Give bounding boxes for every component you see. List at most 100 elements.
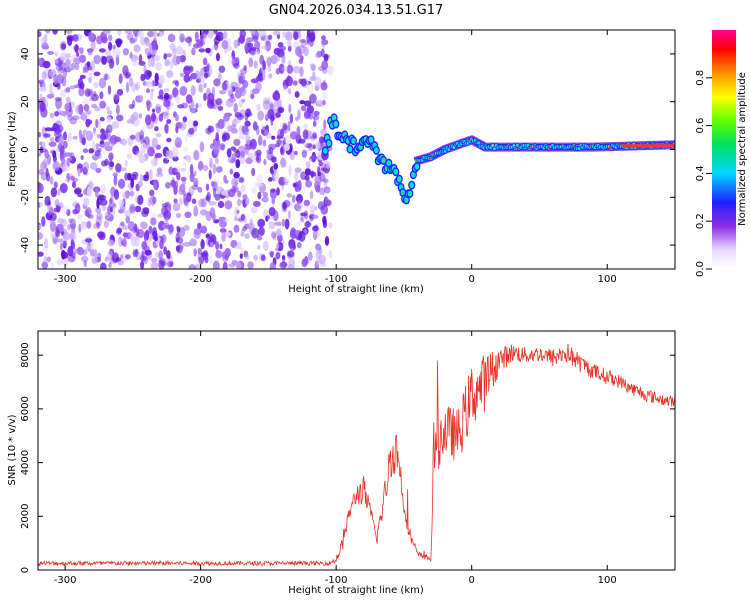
- noise-blob: [304, 221, 312, 228]
- noise-blob: [167, 33, 176, 43]
- noise-blob: [167, 261, 173, 268]
- noise-blob: [265, 40, 272, 52]
- noise-blob: [126, 32, 134, 41]
- noise-blob: [122, 232, 129, 238]
- noise-blob: [54, 111, 60, 117]
- noise-blob: [261, 254, 266, 261]
- noise-blob: [282, 65, 288, 72]
- noise-blob: [328, 249, 333, 259]
- noise-blob: [215, 250, 223, 259]
- noise-blob: [83, 197, 90, 206]
- spectrogram-signal: [321, 113, 675, 205]
- noise-blob: [194, 31, 199, 43]
- noise-blob: [170, 179, 176, 187]
- noise-blob: [152, 180, 157, 190]
- noise-blob: [67, 254, 76, 263]
- noise-blob: [179, 55, 186, 63]
- noise-blob: [210, 180, 215, 187]
- noise-blob: [200, 67, 205, 77]
- noise-blob: [165, 182, 171, 189]
- noise-blob: [305, 161, 311, 169]
- noise-blob: [40, 37, 47, 44]
- spectrogram-x-tick-label: -100: [325, 274, 348, 285]
- noise-blob: [193, 180, 198, 188]
- signal-peak: [430, 157, 432, 160]
- noise-blob: [163, 246, 168, 255]
- noise-blob: [179, 86, 188, 96]
- spectrogram-x-tick-label: 0: [469, 274, 475, 285]
- noise-blob: [133, 44, 141, 53]
- noise-blob: [215, 98, 223, 106]
- noise-blob: [253, 254, 259, 261]
- noise-blob: [310, 170, 315, 179]
- noise-blob: [96, 198, 100, 210]
- signal-peak: [327, 142, 330, 145]
- noise-blob: [309, 63, 316, 69]
- noise-blob: [175, 232, 180, 243]
- noise-blob: [300, 105, 307, 112]
- noise-blob: [100, 262, 107, 269]
- noise-blob: [314, 260, 320, 269]
- noise-blob: [233, 216, 238, 222]
- noise-blob: [95, 167, 102, 174]
- signal-peak: [359, 146, 362, 148]
- noise-blob: [44, 127, 53, 132]
- colorbar-tick-label: 0.0: [695, 261, 706, 277]
- noise-blob: [154, 236, 158, 242]
- noise-blob: [163, 92, 170, 100]
- noise-blob: [148, 44, 153, 52]
- noise-blob: [106, 106, 110, 111]
- signal-strong-band: [620, 143, 675, 148]
- noise-blob: [69, 231, 77, 242]
- noise-blob: [155, 172, 164, 177]
- noise-blob: [56, 83, 61, 90]
- noise-blob: [100, 128, 105, 134]
- noise-blob: [292, 80, 298, 86]
- noise-blob: [240, 150, 245, 158]
- noise-blob: [235, 159, 241, 169]
- noise-blob: [124, 30, 133, 35]
- noise-blob: [86, 61, 91, 68]
- noise-blob: [130, 114, 136, 125]
- noise-blob: [204, 256, 209, 264]
- noise-blob: [38, 87, 47, 92]
- noise-blob: [238, 177, 244, 183]
- noise-blob: [210, 236, 216, 244]
- noise-blob: [124, 160, 128, 168]
- noise-blob: [221, 134, 227, 142]
- noise-blob: [150, 158, 158, 167]
- noise-blob: [62, 259, 69, 267]
- noise-blob: [257, 73, 265, 83]
- noise-blob: [269, 251, 274, 258]
- noise-blob: [275, 242, 279, 250]
- noise-blob: [76, 246, 84, 256]
- noise-blob: [93, 71, 101, 77]
- noise-blob: [103, 141, 111, 146]
- noise-blob: [172, 87, 179, 98]
- noise-blob: [243, 125, 251, 135]
- noise-blob: [261, 196, 269, 203]
- noise-blob: [294, 203, 301, 212]
- noise-blob: [262, 60, 266, 71]
- noise-blob: [271, 231, 277, 239]
- noise-blob: [140, 261, 145, 269]
- noise-blob: [277, 42, 284, 48]
- noise-blob: [221, 232, 227, 242]
- noise-blob: [262, 70, 266, 80]
- noise-blob: [318, 65, 326, 72]
- noise-blob: [278, 63, 285, 74]
- noise-blob: [125, 215, 130, 224]
- noise-blob: [113, 94, 120, 105]
- noise-blob: [87, 48, 93, 56]
- noise-blob: [99, 117, 105, 122]
- noise-blob: [296, 193, 303, 204]
- noise-blob: [104, 73, 108, 81]
- noise-blob: [115, 163, 122, 173]
- noise-blob: [240, 184, 246, 192]
- noise-blob: [244, 120, 251, 127]
- noise-blob: [299, 100, 306, 105]
- noise-blob: [200, 198, 208, 208]
- noise-blob: [78, 223, 82, 233]
- noise-blob: [81, 112, 86, 122]
- noise-blob: [179, 184, 186, 193]
